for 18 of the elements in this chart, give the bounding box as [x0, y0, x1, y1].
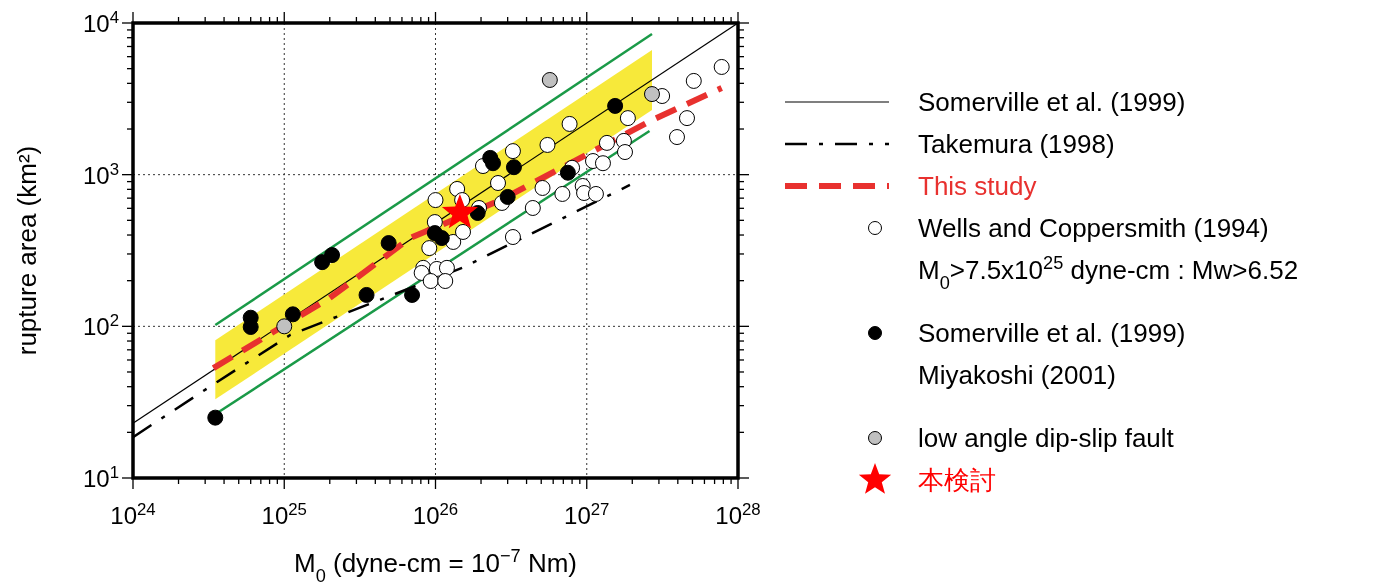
y-axis-title: rupture area (km²) — [12, 145, 42, 356]
y-tick-label: 10$^{2}$ — [82, 310, 119, 341]
legend-label: Takemura (1998) — [918, 129, 1115, 159]
x-tick-label: 10$^{24}$ — [110, 499, 156, 529]
legend-label: This study — [918, 171, 1037, 201]
x-axis-title: M$_{0}$ (dyne-cm = 10$^{−7}$ Nm) — [293, 546, 578, 583]
y-tick-label: 10$^{3}$ — [82, 159, 119, 189]
legend-label: Wells and Coppersmith (1994) M$_{0}$>7.5x10$^{25}$ dyne-cm : Mw>6.52 — [918, 213, 1299, 293]
legend-label: Somerville et al. (1999) Miyakoshi (2001) — [918, 318, 1186, 390]
legend-label: Somerville et al. (1999) — [918, 87, 1186, 117]
x-tick-label: 10$^{27}$ — [564, 499, 610, 529]
y-tick-label: 10$^{4}$ — [82, 7, 119, 37]
x-tick-label: 10$^{26}$ — [412, 499, 459, 529]
x-tick-label: 10$^{25}$ — [261, 499, 307, 529]
legend-label: low angle dip-slip fault — [918, 423, 1175, 453]
y-tick-label: 10$^{1}$ — [82, 462, 119, 492]
legend-label: 本検討 — [918, 465, 996, 495]
x-tick-label: 10$^{28}$ — [715, 499, 761, 529]
